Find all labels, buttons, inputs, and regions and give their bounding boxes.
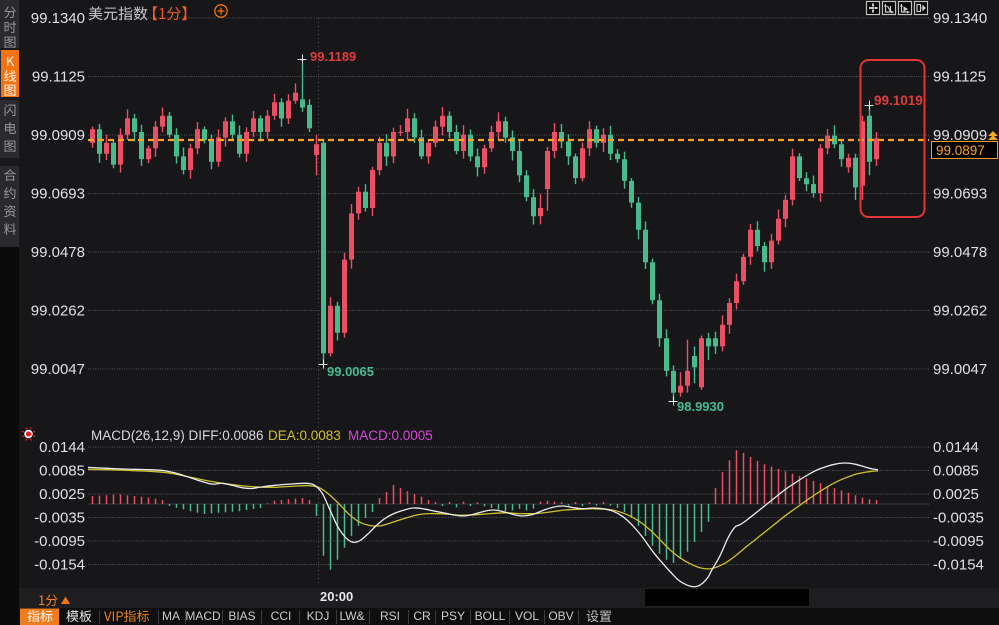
- svg-text:CR: CR: [413, 609, 431, 623]
- svg-text:99.1125: 99.1125: [933, 69, 986, 86]
- svg-text:99.1189: 99.1189: [310, 49, 356, 64]
- svg-text:99.0909: 99.0909: [933, 127, 987, 144]
- svg-text:BIAS: BIAS: [228, 609, 255, 623]
- svg-text:99.1019: 99.1019: [874, 93, 923, 108]
- svg-text:-0.0035: -0.0035: [34, 510, 85, 527]
- svg-text:CCI: CCI: [271, 609, 292, 623]
- svg-text:20:00: 20:00: [320, 589, 353, 604]
- svg-text:99.0897: 99.0897: [936, 143, 985, 158]
- svg-text:99.0047: 99.0047: [31, 361, 85, 378]
- svg-text:0.0085: 0.0085: [933, 463, 979, 480]
- svg-text:99.0693: 99.0693: [31, 186, 85, 203]
- svg-text:MACD(26,12,9) DIFF:0.0086: MACD(26,12,9) DIFF:0.0086: [91, 428, 264, 443]
- svg-text:MACD:0.0005: MACD:0.0005: [348, 428, 433, 443]
- svg-text:-0.0154: -0.0154: [933, 557, 984, 574]
- svg-text:LW&: LW&: [339, 609, 364, 623]
- svg-text:KDJ: KDJ: [307, 609, 330, 623]
- svg-text:98.9930: 98.9930: [677, 399, 724, 414]
- svg-text:DEA:0.0083: DEA:0.0083: [268, 428, 341, 443]
- svg-text:0.0025: 0.0025: [39, 486, 85, 503]
- svg-text:PSY: PSY: [441, 609, 465, 623]
- svg-text:VOL: VOL: [515, 609, 539, 623]
- svg-text:99.0047: 99.0047: [933, 361, 987, 378]
- svg-text:99.0065: 99.0065: [327, 364, 374, 379]
- svg-text:99.0909: 99.0909: [31, 127, 85, 144]
- svg-text:-0.0035: -0.0035: [933, 510, 984, 527]
- svg-text:OBV: OBV: [548, 609, 573, 623]
- svg-text:99.1340: 99.1340: [31, 10, 85, 27]
- svg-text:-0.0095: -0.0095: [34, 533, 85, 550]
- svg-text:BOLL: BOLL: [475, 609, 506, 623]
- svg-text:0.0144: 0.0144: [39, 439, 85, 456]
- svg-text:-0.0154: -0.0154: [34, 557, 85, 574]
- svg-text:MACD: MACD: [185, 609, 221, 623]
- svg-text:0.0085: 0.0085: [39, 463, 85, 480]
- svg-text:99.1125: 99.1125: [32, 69, 85, 86]
- svg-text:0.0144: 0.0144: [933, 439, 979, 456]
- svg-text:0.0025: 0.0025: [933, 486, 979, 503]
- svg-text:RSI: RSI: [380, 609, 400, 623]
- svg-text:99.0478: 99.0478: [31, 244, 85, 261]
- svg-text:MA: MA: [162, 609, 180, 623]
- svg-text:99.0478: 99.0478: [933, 244, 987, 261]
- svg-text:99.0262: 99.0262: [933, 303, 987, 320]
- svg-text:99.0262: 99.0262: [31, 303, 85, 320]
- svg-text:99.1340: 99.1340: [933, 10, 987, 27]
- svg-text:99.0693: 99.0693: [933, 186, 987, 203]
- svg-text:-0.0095: -0.0095: [933, 533, 984, 550]
